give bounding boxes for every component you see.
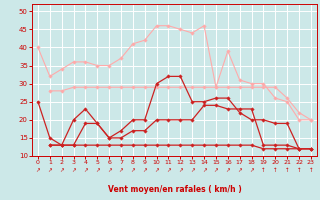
X-axis label: Vent moyen/en rafales ( km/h ): Vent moyen/en rafales ( km/h ) <box>108 185 241 194</box>
